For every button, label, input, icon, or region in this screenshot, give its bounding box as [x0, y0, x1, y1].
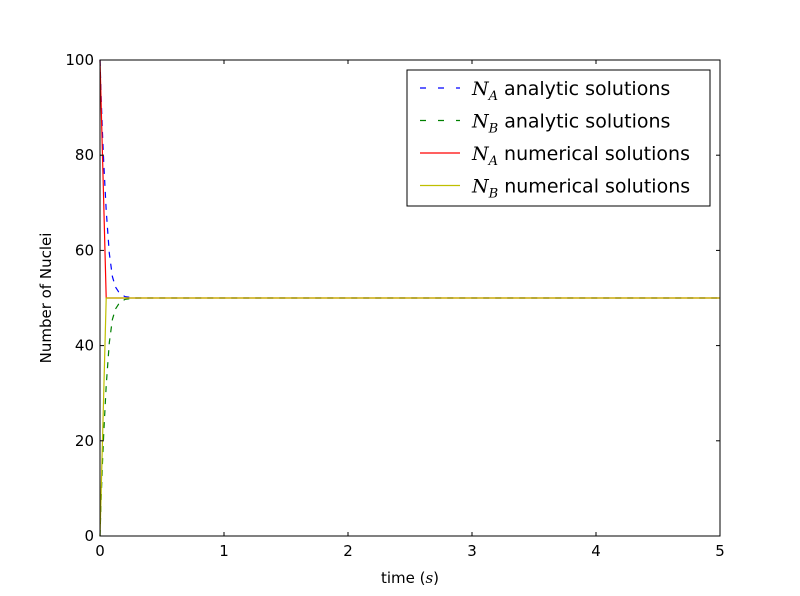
y-tick-label: 0: [84, 527, 94, 545]
series-line-1: [99, 297, 720, 537]
series-layer: [99, 59, 720, 537]
x-tick-label: 0: [95, 542, 105, 560]
y-tick-label: 20: [75, 432, 94, 450]
legend-label-0: NA analytic solutions: [471, 78, 670, 104]
y-tick-label: 40: [75, 337, 94, 355]
plot-frame: [99, 59, 721, 537]
legend-items: NA analytic solutions NB analytic solutio…: [420, 78, 690, 202]
x-tick-label: 1: [219, 542, 229, 560]
y-tick-label: 100: [65, 51, 94, 69]
y-tick-label: 80: [75, 146, 94, 164]
x-tick-label: 3: [467, 542, 477, 560]
legend-label-2: NA numerical solutions: [471, 143, 690, 169]
series-line-0: [99, 59, 720, 299]
legend-label-1: NB analytic solutions: [471, 111, 670, 137]
x-axis-label: time (s): [381, 569, 439, 587]
tick-layer: 0 1 2 3 4 5 0 20 40 60 80 100: [65, 51, 724, 560]
legend-frame: [406, 69, 711, 207]
y-tick-label: 60: [75, 241, 94, 259]
series-line-3: [99, 297, 720, 537]
x-tick-label: 4: [591, 542, 601, 560]
legend-label-3: NB numerical solutions: [471, 176, 690, 202]
legend: NA analytic solutions NB analytic solutio…: [406, 69, 711, 207]
x-tick-label: 2: [343, 542, 353, 560]
y-axis-label: Number of Nuclei: [37, 233, 55, 364]
x-tick-label: 5: [715, 542, 725, 560]
